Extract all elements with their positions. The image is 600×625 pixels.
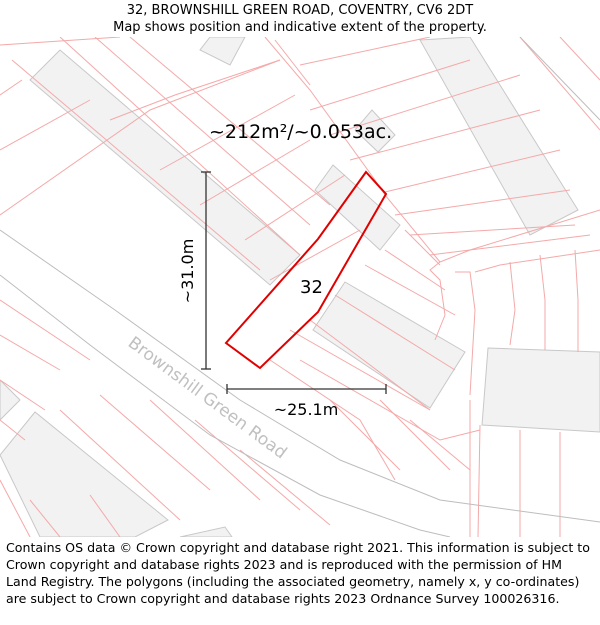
map-canvas: Brownshill Green Road 32 ~212m²/~0.053ac… <box>0 37 600 537</box>
map-header: 32, BROWNSHILL GREEN ROAD, COVENTRY, CV6… <box>0 0 600 36</box>
height-dimension-label: ~31.0m <box>178 239 197 304</box>
copyright-notice: Contains OS data © Crown copyright and d… <box>6 540 590 606</box>
height-dimension-line <box>201 171 211 370</box>
property-address: 32, BROWNSHILL GREEN ROAD, COVENTRY, CV6… <box>126 3 474 18</box>
road-edges <box>0 37 600 537</box>
map-area[interactable]: Brownshill Green Road 32 ~212m²/~0.053ac… <box>0 37 600 537</box>
width-dimension-line <box>226 384 387 394</box>
buildings <box>0 37 600 537</box>
property-boundary[interactable] <box>224 170 388 370</box>
plot-number: 32 <box>300 277 323 298</box>
street-name: Brownshill Green Road <box>124 333 290 463</box>
parcel-lines <box>0 37 600 537</box>
width-dimension-label: ~25.1m <box>274 400 339 419</box>
map-subtitle: Map shows position and indicative extent… <box>113 20 487 35</box>
area-label: ~212m²/~0.053ac. <box>209 121 392 143</box>
